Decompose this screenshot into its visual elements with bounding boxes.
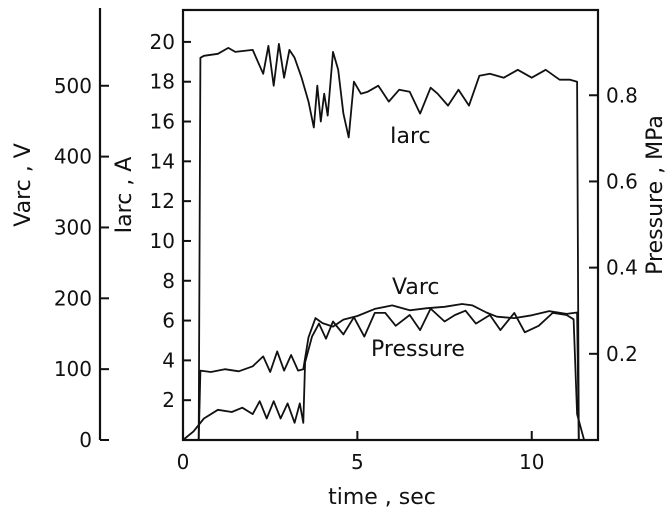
plot-frame xyxy=(181,8,600,442)
iarc-series-label: Iarc xyxy=(390,124,431,149)
pressure-tick-label: 0.8 xyxy=(606,83,638,107)
x-axis-title: time , sec xyxy=(328,485,436,510)
iarc-tick-label: 14 xyxy=(150,149,175,173)
varc-tick-label: 100 xyxy=(54,357,92,381)
pressure-series-label: Pressure xyxy=(371,337,465,362)
x-axis: 0 5 10 xyxy=(177,431,544,474)
iarc-tick-label: 16 xyxy=(150,110,175,134)
x-tick-label: 0 xyxy=(177,450,190,474)
iarc-axis-title: Iarc , A xyxy=(112,157,137,234)
iarc-tick-label: 18 xyxy=(150,70,175,94)
iarc-tick-label: 12 xyxy=(150,189,175,213)
varc-axis: 0 100 200 300 400 500 xyxy=(54,8,109,452)
iarc-tick-label: 4 xyxy=(162,348,175,372)
x-tick-label: 10 xyxy=(519,450,544,474)
iarc-axis: 2 4 6 8 10 12 14 16 18 20 xyxy=(150,30,191,412)
pressure-tick-label: 0.2 xyxy=(606,342,638,366)
iarc-tick-label: 8 xyxy=(162,269,175,293)
series-layer xyxy=(182,43,585,441)
iarc-tick-label: 6 xyxy=(162,309,175,333)
iarc-tick-label: 10 xyxy=(150,229,175,253)
x-tick-label: 5 xyxy=(351,450,364,474)
series-iarc-line xyxy=(197,43,585,441)
varc-tick-label: 500 xyxy=(54,74,92,98)
varc-series-label: Varc xyxy=(392,275,439,300)
iarc-tick-label: 2 xyxy=(162,388,175,412)
varc-axis-title: Varc , V xyxy=(11,143,36,227)
pressure-tick-label: 0.4 xyxy=(606,256,638,280)
pressure-axis-title: Pressure , MPa xyxy=(643,115,668,275)
varc-tick-label: 400 xyxy=(54,145,92,169)
pressure-tick-label: 0.6 xyxy=(606,169,638,193)
series-varc-line xyxy=(197,303,585,441)
varc-tick-label: 300 xyxy=(54,215,92,239)
varc-tick-label: 0 xyxy=(79,428,92,452)
series-pressure-line xyxy=(182,307,585,441)
pressure-axis: 0.2 0.4 0.6 0.8 xyxy=(589,83,638,366)
iarc-tick-label: 20 xyxy=(150,30,175,54)
varc-tick-label: 200 xyxy=(54,286,92,310)
